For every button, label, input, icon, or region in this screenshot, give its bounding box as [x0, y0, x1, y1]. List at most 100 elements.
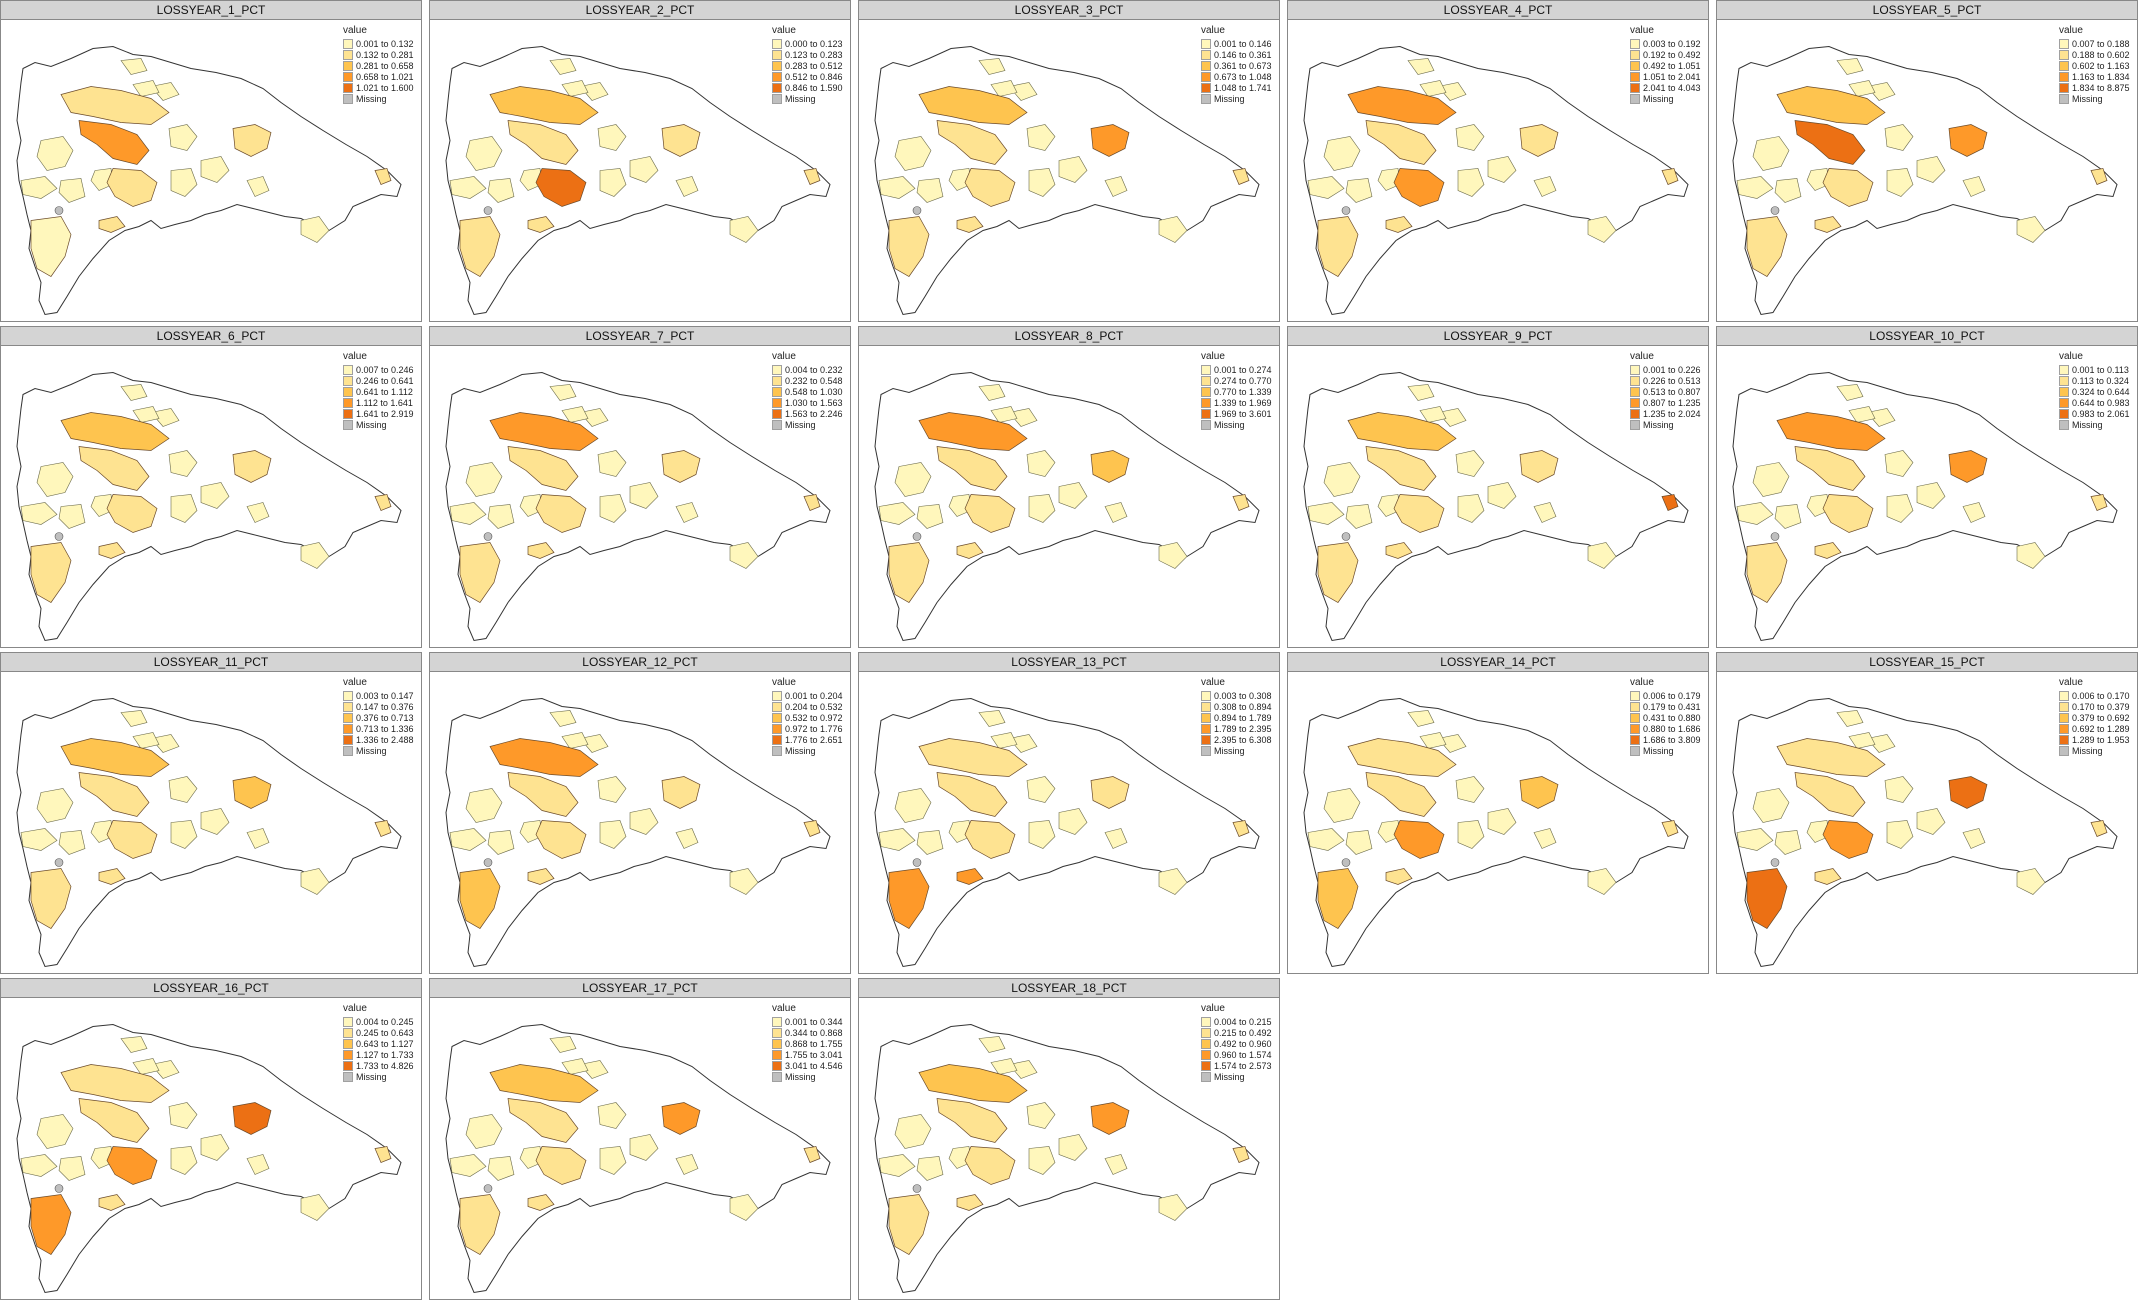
legend-swatch — [343, 38, 353, 49]
protected-area — [1736, 828, 1774, 851]
legend-swatch — [772, 734, 782, 745]
legend-swatch — [1201, 701, 1211, 712]
legend-swatch — [343, 723, 353, 734]
legend-swatch — [1630, 745, 1640, 756]
protected-area — [1455, 776, 1485, 803]
protected-area — [1377, 820, 1401, 843]
legend-title: value — [343, 1003, 367, 1014]
region-south-coast — [1814, 868, 1842, 885]
region-far-east — [803, 494, 821, 511]
legend-item-missing: Missing — [772, 1071, 844, 1082]
region-far-east — [1661, 494, 1679, 511]
protected-area — [1026, 124, 1056, 151]
protected-area — [549, 1036, 577, 1053]
legend-item: 1.755 to 3.041 — [772, 1049, 844, 1060]
protected-area — [90, 820, 114, 843]
protected-area — [150, 1060, 180, 1079]
region-east-central — [661, 450, 701, 483]
legend-swatch — [1630, 93, 1640, 104]
legend-item: 0.006 to 0.170 — [2059, 690, 2131, 701]
legend-label: 0.113 to 0.324 — [2072, 375, 2129, 386]
legend-label: 0.226 to 0.513 — [1643, 375, 1701, 386]
protected-area — [561, 406, 589, 423]
legend-swatch — [1201, 734, 1211, 745]
legend-item: 1.048 to 1.741 — [1201, 82, 1273, 93]
protected-area — [675, 1154, 699, 1175]
region-far-east — [374, 1146, 392, 1163]
legend-item: 1.021 to 1.600 — [343, 82, 415, 93]
legend-item: 3.041 to 4.546 — [772, 1060, 844, 1071]
protected-area — [948, 1146, 972, 1169]
region-southwest-peninsula — [459, 216, 501, 277]
protected-area — [1058, 482, 1088, 509]
protected-area — [729, 1194, 759, 1221]
legend-item: 0.770 to 1.339 — [1201, 386, 1273, 397]
legend-swatch — [1201, 419, 1211, 430]
legend-item: 0.001 to 0.132 — [343, 38, 415, 49]
legend-swatch — [2059, 712, 2069, 723]
region-south-coast — [956, 216, 984, 233]
legend-label: 1.969 to 3.601 — [1214, 408, 1272, 419]
legend-swatch — [2059, 364, 2069, 375]
protected-area — [597, 776, 627, 803]
protected-area — [246, 1154, 270, 1175]
protected-area — [629, 156, 659, 183]
region-far-east — [2090, 820, 2108, 837]
region-east-central — [1090, 776, 1130, 809]
legend-swatch — [343, 386, 353, 397]
protected-area — [1533, 502, 1557, 523]
region-north-cordillera — [1347, 86, 1457, 125]
legend-swatch — [772, 1060, 782, 1071]
protected-area — [729, 868, 759, 895]
legend-swatch — [2059, 408, 2069, 419]
protected-area — [1806, 168, 1830, 191]
legend-item-missing: Missing — [1201, 93, 1273, 104]
legend-title: value — [772, 25, 796, 36]
region-northwest-valley — [78, 446, 150, 491]
protected-area — [120, 1036, 148, 1053]
legend-item: 0.007 to 0.246 — [343, 364, 415, 375]
protected-area — [894, 1114, 932, 1149]
choropleth-map — [1732, 697, 2118, 968]
protected-area — [1377, 168, 1401, 191]
legend-item: 0.894 to 1.789 — [1201, 712, 1273, 723]
legend-label: 0.492 to 1.051 — [1643, 60, 1701, 71]
protected-area — [246, 502, 270, 523]
legend-item: 1.112 to 1.641 — [343, 397, 415, 408]
protected-area — [2016, 542, 2046, 569]
legend-item: 0.006 to 0.179 — [1630, 690, 1702, 701]
protected-area — [1774, 830, 1802, 855]
legend-label: 1.686 to 3.809 — [1643, 734, 1701, 745]
protected-area — [894, 788, 932, 823]
panel-title: LOSSYEAR_8_PCT — [859, 327, 1279, 346]
region-central — [1822, 820, 1874, 859]
region-north-cordillera — [918, 86, 1028, 125]
legend-item-missing: Missing — [343, 745, 415, 756]
region-east-central — [661, 124, 701, 157]
legend-label: 0.170 to 0.379 — [2072, 701, 2130, 712]
legend-swatch — [1201, 38, 1211, 49]
region-northwest-valley — [507, 446, 579, 491]
panel-title: LOSSYEAR_17_PCT — [430, 979, 850, 998]
legend-swatch — [1201, 1027, 1211, 1038]
protected-area — [132, 80, 160, 97]
choropleth-map — [874, 1023, 1260, 1294]
region-central — [964, 820, 1016, 859]
legend-label: Missing — [1214, 745, 1245, 756]
region-far-east — [2090, 494, 2108, 511]
missing-area — [483, 1184, 493, 1193]
panel-title: LOSSYEAR_1_PCT — [1, 1, 421, 20]
legend-label: 0.132 to 0.281 — [356, 49, 414, 60]
region-northwest-valley — [78, 772, 150, 817]
protected-area — [549, 58, 577, 75]
legend-swatch — [343, 734, 353, 745]
choropleth-map — [16, 1023, 402, 1294]
choropleth-map — [1303, 697, 1689, 968]
protected-area — [599, 1146, 627, 1175]
legend-label: 0.147 to 0.376 — [356, 701, 414, 712]
protected-area — [579, 408, 609, 427]
region-southwest-peninsula — [459, 868, 501, 929]
protected-area — [1886, 820, 1914, 849]
legend-item-missing: Missing — [772, 419, 844, 430]
